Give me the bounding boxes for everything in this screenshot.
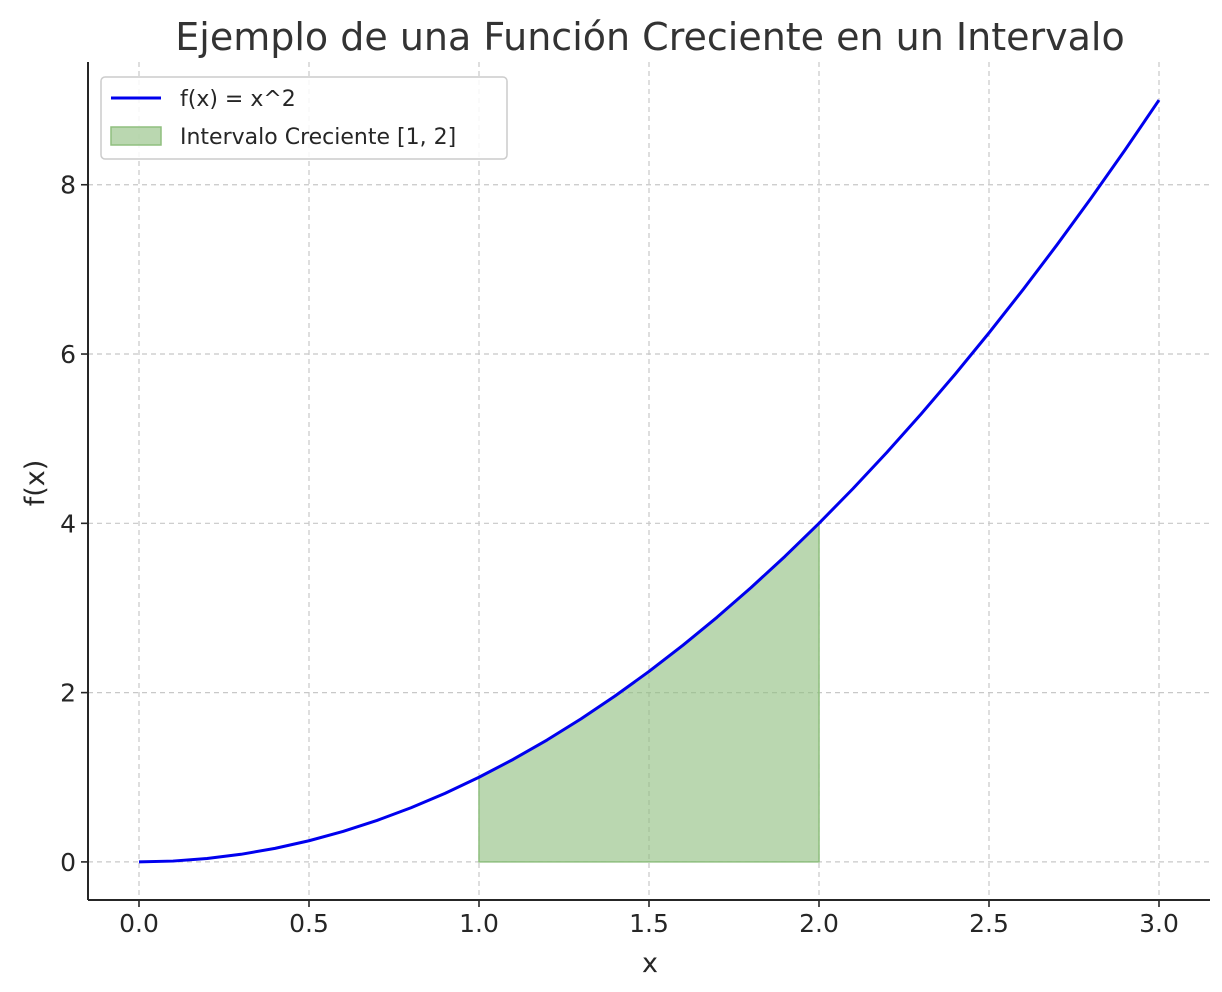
x-axis-ticks: 0.0 0.5 1.0 1.5 2.0 2.5 3.0 [119,900,1179,938]
line-series [138,99,1161,864]
x-tick-label: 1.0 [459,909,499,938]
y-tick-label: 4 [60,509,76,538]
chart-title: Ejemplo de una Función Creciente en un I… [175,15,1124,59]
legend-entry-area: Intervalo Creciente [1, 2] [180,125,456,150]
y-axis-label: f(x) [20,460,51,507]
x-tick-label: 0.0 [119,909,159,938]
y-tick-label: 6 [60,340,76,369]
x-axis-label: x [642,948,658,979]
x-tick-label: 3.0 [1139,909,1179,938]
y-axis-ticks: 0 2 4 6 8 [60,171,88,877]
legend: f(x) = x^2 Intervalo Creciente [1, 2] [100,76,508,160]
x-tick-label: 2.5 [969,909,1009,938]
legend-swatch-area [110,126,162,146]
x-tick-label: 0.5 [289,909,329,938]
legend-entry-line: f(x) = x^2 [180,87,296,112]
line-f-x-squared [138,99,1161,864]
y-tick-label: 0 [60,848,76,877]
x-tick-label: 2.0 [799,909,839,938]
x-tick-label: 1.5 [629,909,669,938]
y-tick-label: 2 [60,679,76,708]
legend-box [100,76,508,160]
y-tick-label: 8 [60,171,76,200]
